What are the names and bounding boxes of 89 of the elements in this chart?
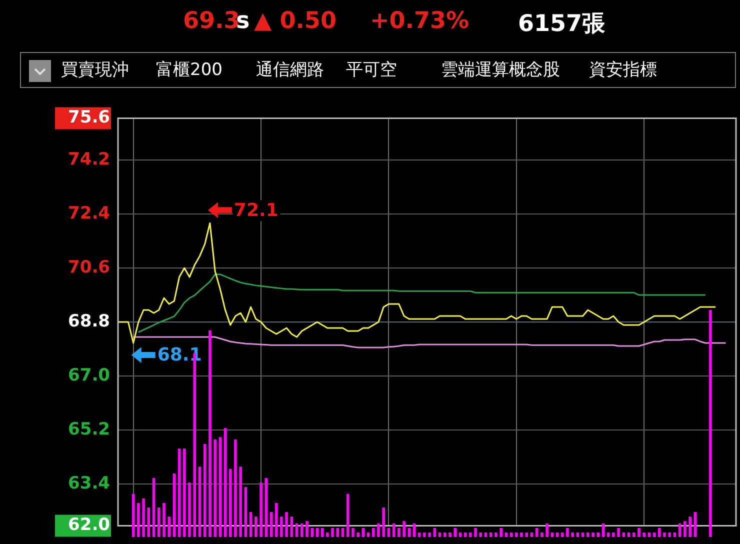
bar (377, 523, 380, 537)
bar (142, 498, 145, 537)
y-tick-label: 72.4 (68, 204, 110, 224)
bar (162, 502, 166, 537)
bar (336, 528, 340, 537)
bar (218, 437, 222, 537)
y-tick-label: 68.8 (68, 311, 110, 332)
bar (402, 521, 406, 537)
bar (560, 532, 564, 537)
bar (596, 532, 600, 537)
y-tick-label: 74.2 (68, 150, 110, 170)
bar (234, 439, 237, 537)
bar (454, 528, 456, 537)
bar (264, 478, 268, 537)
bar (448, 532, 452, 537)
text: 資安指標 (589, 59, 657, 81)
bar (566, 528, 569, 537)
y-tick-label: 65.2 (68, 419, 110, 440)
bar (260, 482, 262, 537)
text: s (236, 8, 250, 34)
bar (208, 330, 212, 537)
text: 通信網路 (256, 59, 324, 81)
bar (571, 532, 574, 537)
bar (356, 532, 360, 537)
bar (612, 532, 615, 537)
bar (663, 532, 666, 537)
bar (688, 516, 692, 537)
bar (684, 521, 686, 537)
bar (408, 528, 411, 537)
bar (632, 532, 636, 537)
bar (398, 528, 400, 537)
bar (525, 532, 528, 537)
bar (300, 523, 304, 537)
bar (709, 310, 712, 537)
bar (469, 532, 472, 537)
bar (617, 528, 620, 537)
bar (540, 532, 544, 537)
text: 平可空 (346, 59, 397, 81)
bar (494, 532, 498, 537)
bar (546, 523, 548, 537)
y-tick-label: 67.0 (68, 365, 110, 386)
bar (622, 532, 626, 537)
bar (642, 532, 646, 537)
bar (306, 521, 308, 537)
bar (514, 532, 518, 537)
bar (137, 502, 140, 537)
bar (331, 528, 334, 537)
y-tick-label: 63.4 (68, 473, 110, 494)
bar (586, 532, 590, 537)
bar (550, 532, 554, 537)
bar (182, 448, 186, 537)
bar (214, 439, 216, 537)
text: 富櫃200 (156, 59, 222, 81)
text: 雲端運算概念股 (441, 59, 560, 81)
bar (500, 528, 502, 537)
bar (694, 512, 697, 537)
text: ▲ 0.50 (254, 8, 336, 34)
bar (147, 507, 150, 537)
bar (228, 468, 232, 537)
text: +0.73% (370, 8, 470, 34)
bar (668, 532, 672, 537)
bar (168, 516, 170, 537)
bar (474, 528, 477, 537)
bar (157, 507, 160, 537)
bar (239, 466, 242, 537)
bar (638, 528, 640, 537)
bar (372, 528, 375, 537)
bar (592, 532, 594, 537)
bar (658, 528, 661, 537)
bar (326, 532, 329, 537)
annotation: 72.1 (234, 200, 278, 221)
text: 買賣現沖 (61, 59, 129, 81)
y-tick-label: 75.6 (68, 108, 110, 128)
bar (352, 528, 354, 537)
bar (428, 532, 431, 537)
bar (290, 516, 294, 537)
bar (254, 516, 258, 537)
bar (188, 482, 191, 537)
bar (423, 532, 426, 537)
bar (443, 532, 446, 537)
bar (285, 512, 288, 537)
y-tick-label: 62.0 (68, 515, 110, 536)
bar (280, 516, 283, 537)
y-tick-label: 70.6 (68, 257, 110, 278)
bar (479, 532, 482, 537)
bar (310, 528, 314, 537)
text: 6157張 (518, 10, 606, 39)
bar (382, 507, 385, 537)
bar (520, 532, 523, 537)
